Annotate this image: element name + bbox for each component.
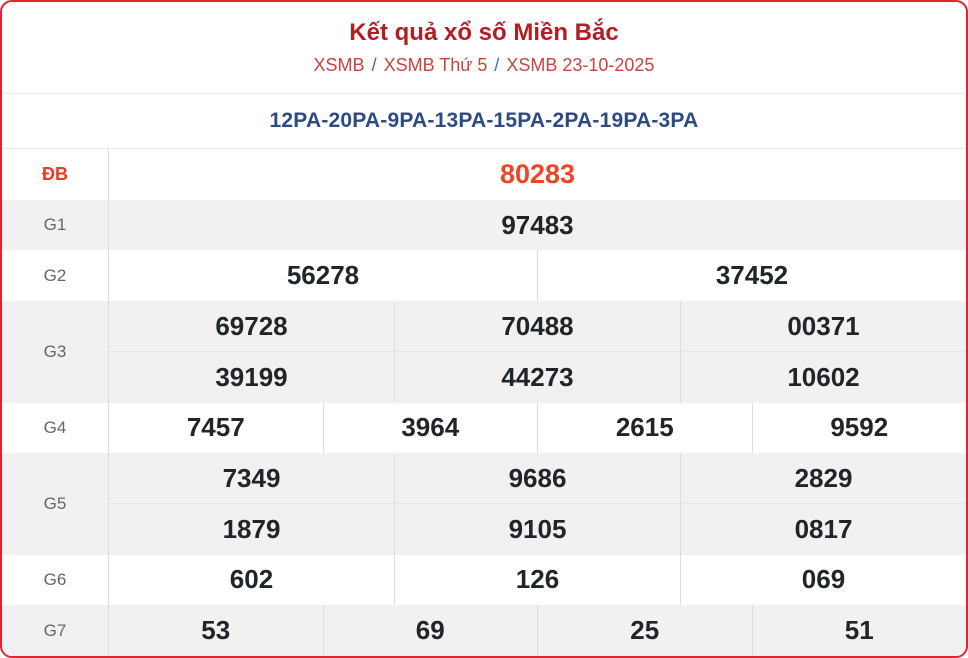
prize-values-g1: 97483: [108, 199, 966, 251]
prize-label-g4: G4: [43, 417, 67, 437]
prize-number: 0817: [680, 504, 966, 555]
prize-number: 069: [680, 554, 966, 606]
prize-number: 7349: [222, 462, 281, 493]
prize-row-g6: G6 602 126 069: [2, 554, 966, 606]
prize-number: 9686: [394, 453, 680, 504]
header: Kết quả xổ số Miền Bắc XSMB / XSMB Thứ 5/X…: [2, 2, 966, 94]
breadcrumb-separator: /: [494, 55, 500, 75]
prize-number: 97483: [501, 209, 574, 240]
subtitle-numbers: 12PA-20PA-9PA-13PA-15PA-2PA-19PA-3PA: [269, 109, 699, 132]
prize-label-g7: G7: [43, 620, 67, 640]
breadcrumb-link-3[interactable]: XSMB 23-10-2025: [506, 55, 655, 75]
header-divider: [2, 93, 966, 94]
subtitle-row: 12PA-20PA-9PA-13PA-15PA-2PA-19PA-3PA: [2, 94, 966, 148]
prize-line: 7349 9686 2829: [109, 453, 966, 504]
prize-number: 44273: [394, 352, 680, 403]
prize-number: 1879: [222, 514, 281, 545]
prize-values-g7: 53 69 25 51: [108, 605, 966, 656]
prize-line: 53 69 25 51: [109, 605, 966, 656]
breadcrumb-link-2[interactable]: XSMB Thứ 5: [383, 55, 488, 75]
prize-line: 56278 37452: [109, 250, 966, 302]
breadcrumb-link-1[interactable]: XSMB: [313, 55, 365, 75]
prize-values-g5: 7349 9686 2829 1879 9105 0817: [108, 453, 966, 555]
prize-number: 53: [201, 615, 231, 646]
prize-line: 1879 9105 0817: [109, 503, 966, 555]
prize-number: 126: [394, 554, 680, 606]
prize-number: 69: [322, 605, 538, 656]
prize-values-db: 80283: [108, 149, 966, 200]
prize-number: 00371: [680, 301, 966, 352]
prize-line: 7457 3964 2615 9592: [109, 402, 967, 454]
prize-line: 602 126 069: [109, 554, 966, 606]
prize-values-g4: 7457 3964 2615 9592: [108, 402, 967, 454]
prize-row-db: ĐB 80283: [2, 149, 966, 200]
prize-number: 2615: [537, 402, 752, 454]
page-title: Kết quả xổ số Miền Bắc: [349, 19, 619, 46]
prize-line: 39199 44273 10602: [109, 351, 966, 403]
prize-number: 9592: [751, 402, 967, 454]
prize-line: 97483: [109, 200, 966, 251]
prize-label-g6: G6: [43, 569, 67, 589]
prize-number: 70488: [394, 301, 680, 352]
results-table: ĐB 80283 G1 97483 G2 56278 37452 G3 69728 70488 00…: [2, 148, 966, 656]
prize-line: 69728 70488 00371: [109, 301, 966, 352]
prize-number: 7457: [186, 412, 245, 443]
prize-row-g5: G5 7349 9686 2829 1879 9105 0817: [2, 453, 966, 555]
prize-label-db: ĐB: [42, 163, 68, 184]
prize-number: 10602: [680, 352, 966, 403]
prize-number: 3964: [322, 402, 538, 454]
prize-values-g3: 69728 70488 00371 39199 44273 10602: [108, 301, 966, 403]
prize-row-g4: G4 7457 3964 2615 9592: [2, 402, 967, 454]
prize-number: 37452: [537, 250, 966, 302]
prize-label-g1: G1: [43, 215, 67, 235]
prize-values-g6: 602 126 069: [108, 554, 966, 606]
prize-number: 56278: [286, 260, 360, 291]
prize-label-g2: G2: [43, 265, 67, 285]
prize-row-g3: G3 69728 70488 00371 39199 44273 10602: [2, 301, 966, 403]
prize-number: 2829: [680, 453, 966, 504]
breadcrumb: XSMB / XSMB Thứ 5 / XSMB 23-10-2025: [2, 54, 966, 77]
prize-line: 80283: [109, 149, 966, 200]
prize-label-g3: G3: [43, 341, 67, 361]
prize-number: 69728: [215, 310, 288, 341]
breadcrumb-separator: /: [371, 55, 377, 75]
prize-row-g1: G1 97483: [2, 199, 966, 251]
prize-number: 51: [751, 605, 967, 656]
prize-number: 602: [229, 564, 274, 595]
prize-number: 25: [537, 605, 752, 656]
prize-number: 39199: [215, 361, 288, 392]
prize-row-g7: G7 53 69 25 51: [2, 605, 966, 656]
prize-row-g2: G2 56278 37452: [2, 250, 966, 302]
prize-values-g2: 56278 37452: [108, 250, 966, 302]
prize-number: 9105: [394, 504, 680, 555]
prize-label-g5: G5: [43, 493, 67, 513]
prize-number: 80283: [499, 158, 576, 189]
